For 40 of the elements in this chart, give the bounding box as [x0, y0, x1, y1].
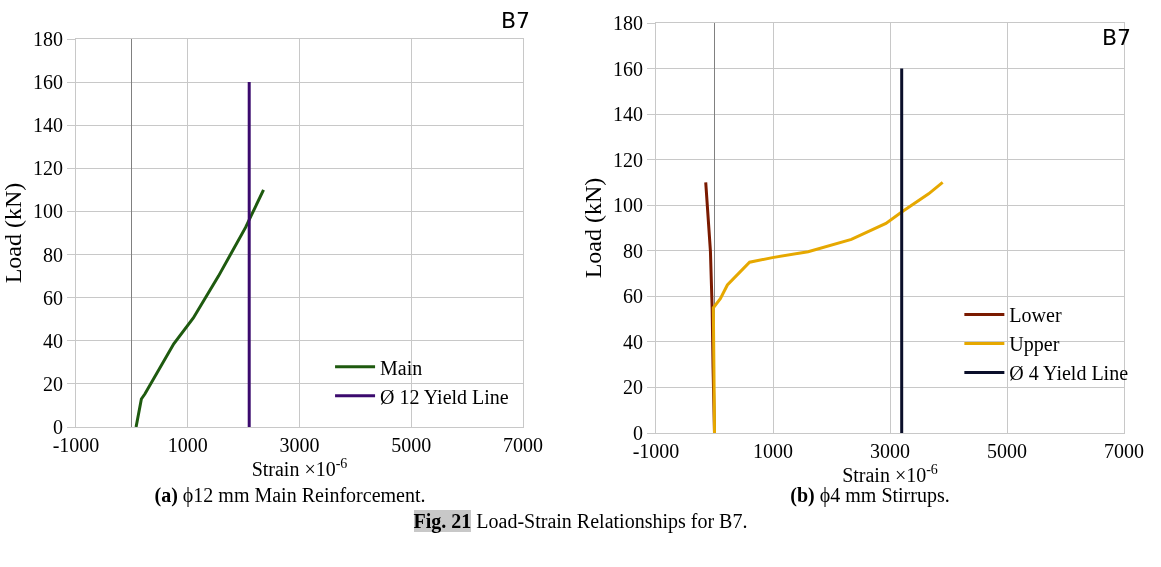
y-tick-label: 80	[623, 239, 643, 262]
y-tick-label: 100	[33, 200, 63, 223]
legend-label: Ø 12 Yield Line	[380, 385, 509, 408]
x-tick-label: 1000	[753, 440, 793, 462]
legend-label: Upper	[1009, 333, 1060, 357]
y-tick-label: 40	[43, 329, 63, 352]
y-axis-title: Load (kN)	[580, 177, 607, 279]
y-tick-label: 60	[43, 286, 63, 309]
y-tick-label: 20	[623, 376, 643, 399]
y-tick-label: 80	[43, 243, 63, 266]
y-tick-label: 180	[33, 28, 63, 50]
y-tick-label: 60	[623, 285, 643, 308]
x-tick-label: 5000	[391, 434, 432, 456]
x-tick-label: 1000	[167, 434, 208, 456]
x-tick-label: 7000	[1104, 440, 1144, 462]
y-tick-label: 20	[43, 372, 63, 395]
x-tick-label: 5000	[987, 440, 1027, 462]
y-tick-label: 160	[613, 57, 643, 80]
legend-label: Main	[380, 356, 423, 379]
x-axis-title: Strain ×10$^{-6}$	[251, 456, 348, 481]
y-axis-title: Load (kN)	[0, 182, 27, 284]
y-tick-label: 160	[33, 71, 63, 94]
annotation: B7	[1102, 25, 1132, 50]
y-tick-label: 140	[613, 103, 643, 126]
y-tick-label: 40	[623, 330, 643, 353]
y-tick-label: 140	[33, 114, 63, 137]
legend-label: Ø 4 Yield Line	[1009, 362, 1129, 385]
x-tick-label: 7000	[503, 434, 543, 456]
x-axis-title: Strain ×10$^{-6}$	[842, 462, 938, 487]
text: (b) ϕ4 mm Stirrups.	[790, 484, 950, 506]
x-tick-label: 3000	[870, 440, 910, 462]
caption: Fig. 21 Load-Strain Relationships for B7.	[413, 510, 748, 532]
text: B7	[501, 8, 531, 33]
y-tick-label: 100	[613, 194, 643, 217]
y-tick-label: 120	[33, 157, 63, 180]
y-tick-label: 180	[613, 12, 643, 34]
legend-label: Lower	[1009, 304, 1062, 327]
text: (a) ϕ12 mm Main Reinforcement.	[154, 484, 426, 506]
x-tick-label: 3000	[279, 434, 320, 456]
y-tick-label: 120	[613, 148, 643, 171]
